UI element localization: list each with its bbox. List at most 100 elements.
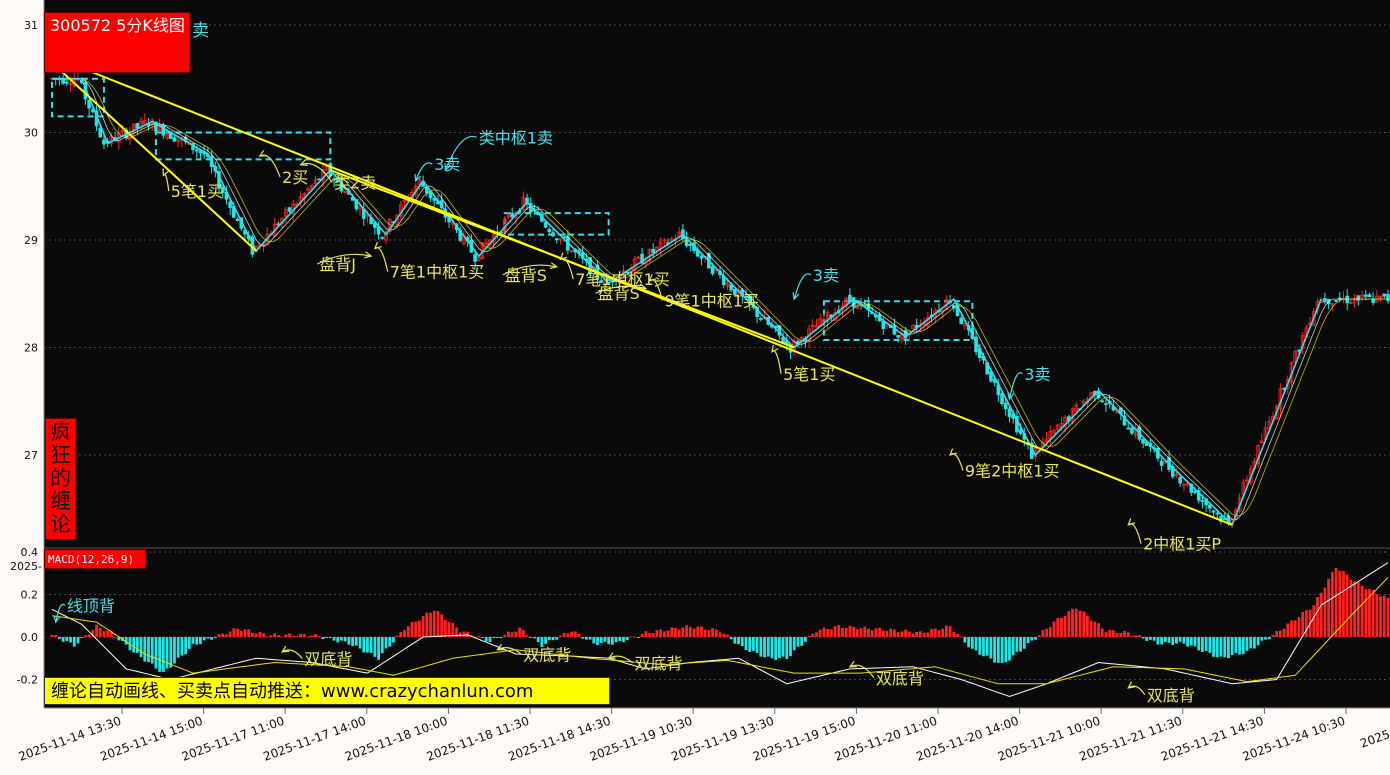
- macd-bar: [659, 629, 663, 637]
- macd-bar: [347, 637, 351, 645]
- macd-bar: [295, 636, 299, 638]
- macd-bar: [113, 636, 117, 638]
- candle-body: [521, 196, 526, 211]
- promo-banner[interactable]: 缠论自动画线、买卖点自动推送：www.crazychanlun.com: [44, 677, 610, 705]
- candle-body: [1386, 294, 1390, 302]
- annotation-label: 盘背J: [319, 255, 356, 274]
- annotation-label: 9笔2中枢1买: [965, 462, 1060, 481]
- annotation-label: 3卖: [434, 155, 460, 174]
- macd-bar: [1330, 571, 1334, 637]
- macd-bar: [1011, 637, 1015, 656]
- macd-bar: [1215, 637, 1219, 658]
- annotation-arrowhead: [258, 149, 267, 157]
- candle-body: [1208, 504, 1212, 509]
- macd-bar: [777, 637, 781, 658]
- macd-bar: [1156, 637, 1160, 645]
- macd-bar: [878, 627, 881, 637]
- macd-bar: [592, 637, 596, 644]
- candle-body: [198, 150, 203, 154]
- annotation-arrowhead: [638, 283, 648, 291]
- macd-bar: [202, 637, 206, 641]
- macd-histogram: [50, 567, 1390, 672]
- macd-bar: [614, 637, 618, 643]
- macd-bar: [1056, 618, 1060, 637]
- candle-body: [98, 127, 103, 138]
- annotation-label: 7笔1中枢1买: [575, 270, 670, 289]
- macd-bar: [1301, 611, 1305, 637]
- candle-body: [814, 325, 819, 328]
- macd-bar: [1163, 637, 1167, 642]
- candle-body: [102, 139, 106, 145]
- macd-bar: [236, 628, 239, 637]
- macd-bar: [599, 637, 603, 643]
- slogan-char: 缠: [50, 489, 71, 513]
- macd-bar: [165, 637, 169, 669]
- macd-bar: [655, 630, 659, 637]
- macd-bar: [1119, 632, 1123, 637]
- slogan-char: 疯: [50, 420, 71, 444]
- macd-bar: [893, 629, 896, 637]
- candle-body: [1074, 405, 1079, 412]
- annotation-label: 线顶背: [67, 597, 115, 616]
- macd-bar: [1371, 589, 1375, 637]
- macd-bar: [291, 635, 295, 637]
- macd-bar: [1227, 637, 1230, 659]
- macd-bar: [581, 637, 585, 639]
- annotation-label: 5笔1买: [783, 365, 835, 384]
- macd-bar: [1115, 633, 1119, 637]
- candle-body: [135, 123, 140, 129]
- macd-bar: [395, 635, 399, 637]
- macd-bar: [432, 610, 436, 637]
- candle-body: [1122, 415, 1127, 426]
- macd-bar: [124, 637, 128, 645]
- macd-bar: [1241, 637, 1245, 655]
- macd-bar: [1238, 637, 1241, 655]
- macd-bar: [1019, 637, 1022, 652]
- annotation-arrowhead: [444, 163, 451, 172]
- annotation-arrowhead: [648, 274, 657, 282]
- price-tick-label: 27: [24, 449, 38, 462]
- macd-bar: [711, 628, 714, 637]
- macd-bar: [930, 629, 933, 637]
- annotation-label: 类2卖: [334, 173, 376, 192]
- macd-bar: [896, 632, 900, 637]
- candle-body: [1000, 393, 1004, 405]
- macd-bar: [1345, 574, 1349, 637]
- candle-body: [1174, 474, 1179, 477]
- candle-body: [1178, 477, 1182, 484]
- candle-body: [87, 99, 91, 109]
- macd-bar: [143, 637, 147, 662]
- macd-bar: [462, 631, 466, 637]
- macd-bar: [822, 627, 826, 637]
- candle-body: [1007, 408, 1012, 418]
- candle-body: [228, 201, 232, 208]
- macd-bar: [1100, 628, 1104, 637]
- macd-bar: [915, 631, 919, 637]
- candle-body: [911, 324, 915, 330]
- macd-bar: [1278, 630, 1282, 637]
- macd-bar: [1167, 637, 1171, 643]
- macd-bar: [169, 637, 173, 668]
- candle-body: [432, 197, 437, 201]
- macd-lines: [51, 562, 1389, 698]
- candle-body: [710, 265, 715, 274]
- annotation-arrowhead: [162, 168, 170, 177]
- macd-bar: [1182, 637, 1186, 644]
- macd-bar: [72, 637, 76, 647]
- macd-bar: [692, 628, 696, 637]
- macd-bar: [622, 637, 625, 643]
- macd-bar: [937, 630, 941, 637]
- candle-body: [317, 178, 321, 181]
- macd-bar: [91, 629, 95, 637]
- macd-bar: [703, 629, 707, 637]
- macd-bar: [763, 637, 766, 658]
- macd-bar: [1271, 634, 1275, 637]
- candle-body: [543, 221, 548, 228]
- candle-body: [1330, 303, 1335, 306]
- macd-bar: [150, 637, 154, 664]
- macd-bar: [959, 636, 963, 638]
- macd-bar: [610, 637, 614, 645]
- annotation-label: 盘背S: [505, 266, 547, 285]
- macd-bar: [844, 627, 848, 637]
- annotation-arrows: [53, 135, 1146, 696]
